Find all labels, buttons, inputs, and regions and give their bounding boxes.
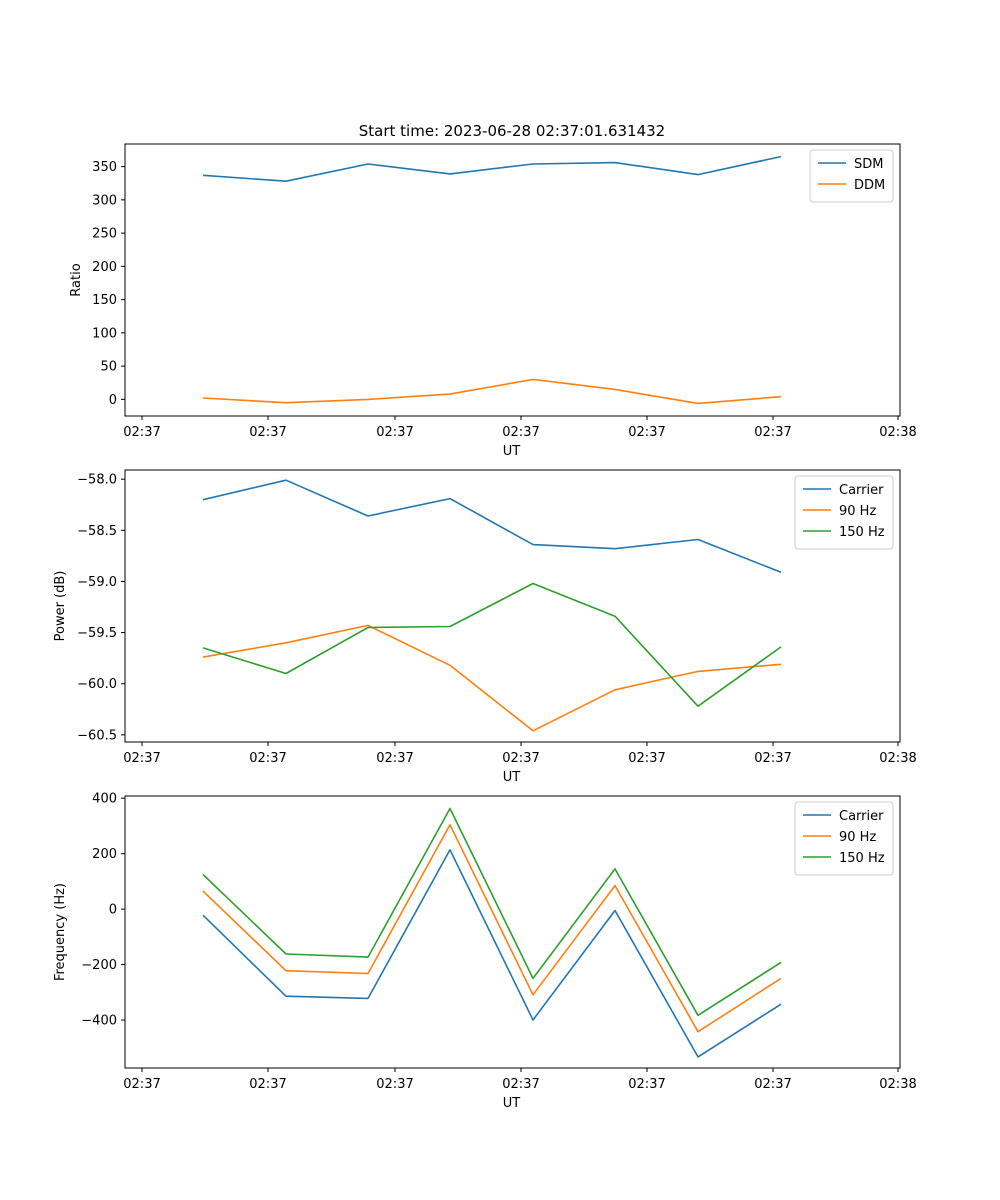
series-line-2-1	[202, 479, 782, 574]
y-tick-label: −400	[81, 1014, 117, 1029]
legend-entry: 90 Hz	[839, 830, 876, 845]
x-axis-label: UT	[503, 1096, 521, 1111]
x-tick-label: 02:37	[376, 425, 413, 440]
y-tick-label: 100	[92, 326, 117, 341]
y-tick-label: −59.0	[77, 575, 117, 590]
y-tick-label: 0	[109, 393, 117, 408]
x-tick-label: 02:37	[249, 1077, 286, 1092]
chart-panel-3: 02:37 02:37 02:37 02:37 02:37 02:37 02:38 400 20…	[53, 792, 917, 1111]
plot-frame	[124, 143, 901, 417]
x-tick-label: 02:37	[249, 425, 286, 440]
series-line-1-2	[202, 378, 782, 405]
legend-entry: SDM	[854, 157, 883, 172]
series-line-3-2	[202, 823, 782, 1033]
x-tick-label: 02:37	[754, 751, 791, 766]
x-axis-label: UT	[503, 444, 521, 459]
y-tick-label: 0	[109, 903, 117, 918]
x-tick-label: 02:37	[628, 425, 665, 440]
y-axis-label: Frequency (Hz)	[53, 883, 68, 981]
series-line-2-2	[202, 624, 782, 732]
y-tick-label: −58.5	[77, 524, 117, 539]
series-line-3-1	[202, 848, 782, 1058]
legend-entry: 150 Hz	[839, 525, 885, 540]
y-tick-label: 250	[92, 227, 117, 242]
x-tick-label: 02:38	[879, 751, 916, 766]
legend-entry: 150 Hz	[839, 851, 885, 866]
x-tick-label: 02:37	[502, 1077, 539, 1092]
x-tick-label: 02:37	[123, 1077, 160, 1092]
chart-panel-2: 02:37 02:37 02:37 02:37 02:37 02:37 02:38 −58.0…	[53, 469, 917, 785]
x-tick-label: 02:37	[123, 751, 160, 766]
y-axis-label: Power (dB)	[53, 571, 68, 642]
y-tick-label: −60.5	[77, 728, 117, 743]
x-tick-label: 02:38	[879, 425, 916, 440]
y-tick-label: 50	[100, 360, 117, 375]
x-tick-label: 02:37	[376, 1077, 413, 1092]
y-tick-label: −59.5	[77, 626, 117, 641]
x-tick-label: 02:38	[879, 1077, 916, 1092]
y-tick-label: 150	[92, 293, 117, 308]
legend-entry: Carrier	[839, 809, 884, 824]
series-line-1-1	[202, 155, 782, 182]
x-tick-label: 02:37	[123, 425, 160, 440]
y-tick-label: −200	[81, 958, 117, 973]
y-axis-label: Ratio	[69, 263, 84, 296]
plot-frame	[124, 469, 901, 743]
y-tick-label: 200	[92, 260, 117, 275]
y-tick-label: −58.0	[77, 473, 117, 488]
legend-entry: DDM	[854, 178, 885, 193]
legend-entry: 90 Hz	[839, 504, 876, 519]
y-tick-label: 200	[92, 847, 117, 862]
x-tick-label: 02:37	[754, 425, 791, 440]
plot-frame	[124, 795, 901, 1069]
y-tick-label: 350	[92, 160, 117, 175]
x-tick-label: 02:37	[502, 751, 539, 766]
x-tick-label: 02:37	[628, 751, 665, 766]
chart-title: Start time: 2023-06-28 02:37:01.631432	[359, 122, 665, 140]
legend-entry: Carrier	[839, 483, 884, 498]
x-tick-label: 02:37	[754, 1077, 791, 1092]
y-tick-label: 300	[92, 193, 117, 208]
y-tick-label: −60.0	[77, 677, 117, 692]
x-tick-label: 02:37	[376, 751, 413, 766]
x-tick-label: 02:37	[249, 751, 286, 766]
y-tick-label: 400	[92, 792, 117, 807]
series-line-3-3	[202, 807, 782, 1017]
series-line-2-3	[202, 582, 782, 708]
x-tick-label: 02:37	[502, 425, 539, 440]
chart-panel-1: 02:37 02:37 02:37 02:37 02:37 02:37 02:38 0 50 10…	[69, 143, 917, 459]
x-axis-label: UT	[503, 770, 521, 785]
x-tick-label: 02:37	[628, 1077, 665, 1092]
